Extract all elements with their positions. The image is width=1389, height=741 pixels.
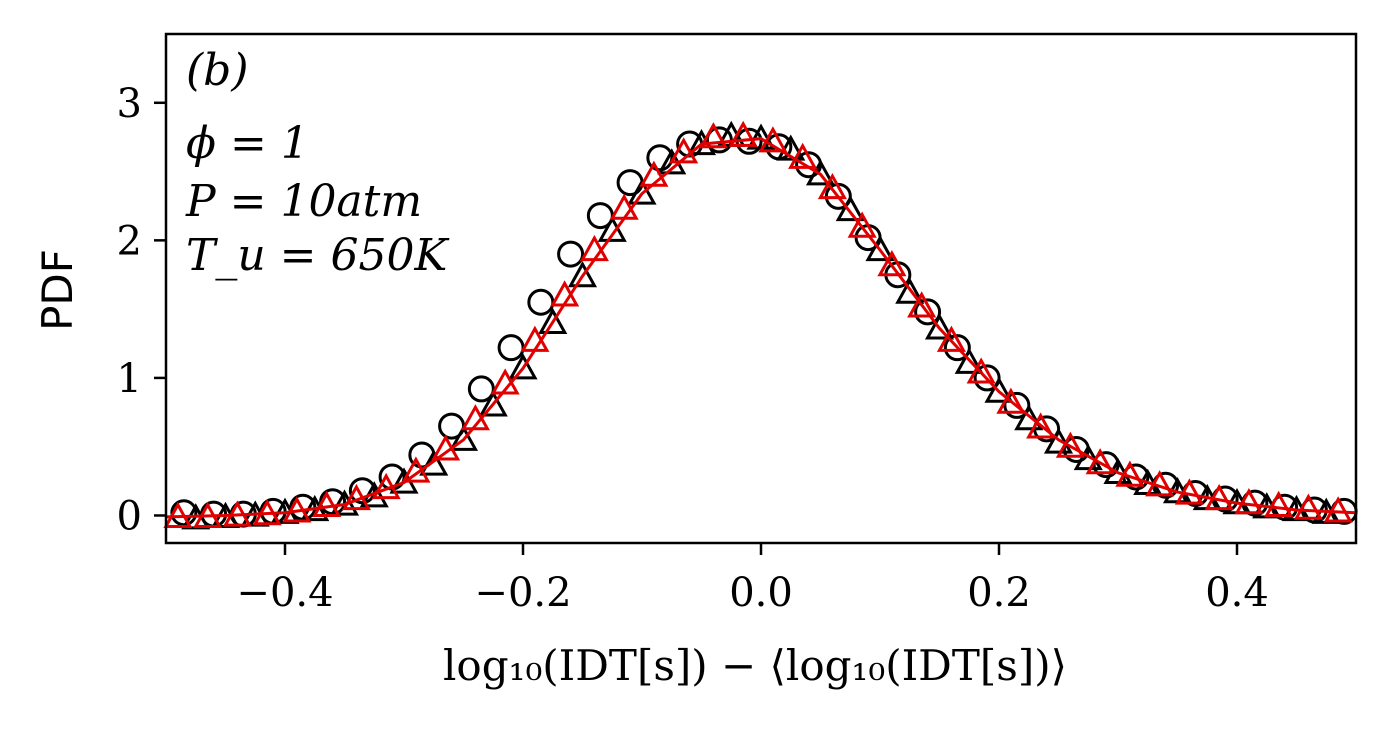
series-1-point bbox=[567, 261, 598, 288]
plot-marks bbox=[163, 120, 1358, 530]
y-axis-label: PDF bbox=[33, 249, 82, 331]
y-tick-label: 3 bbox=[117, 81, 142, 127]
plot-frame bbox=[164, 32, 1358, 545]
series-1-point bbox=[924, 313, 955, 340]
y-axis: 0 1 2 3 bbox=[117, 81, 166, 539]
series-2-point bbox=[1293, 493, 1323, 520]
x-tick-label: 0.4 bbox=[1205, 570, 1269, 616]
series-1-point bbox=[835, 194, 865, 222]
x-axis-label: log₁₀(IDT[s]) − ⟨log₁₀(IDT[s])⟩ bbox=[443, 641, 1067, 690]
series-1-point bbox=[984, 376, 1014, 403]
series-1-point bbox=[1043, 427, 1074, 454]
x-tick-label: 0.2 bbox=[967, 570, 1031, 616]
series-2-point bbox=[877, 250, 907, 277]
series-2-point bbox=[1234, 488, 1264, 515]
series-2-point bbox=[907, 291, 937, 318]
series-1-point bbox=[478, 390, 508, 417]
series-2-point bbox=[669, 137, 699, 164]
series-1-point bbox=[448, 424, 479, 451]
series-1-point bbox=[1014, 404, 1044, 431]
series-1-point bbox=[538, 307, 568, 334]
series-2-point bbox=[788, 142, 818, 169]
x-tick-label: −0.4 bbox=[236, 570, 333, 616]
series-0-point bbox=[943, 334, 971, 362]
series-2-point bbox=[996, 387, 1026, 414]
series-0-point bbox=[527, 288, 555, 316]
series-2-point bbox=[1026, 412, 1056, 439]
x-tick-label: −0.2 bbox=[474, 570, 571, 616]
series-1-point bbox=[627, 178, 657, 205]
series-1-point bbox=[419, 449, 449, 476]
series-0-point bbox=[914, 298, 942, 326]
series-1-point bbox=[865, 234, 895, 262]
series-1-point bbox=[895, 277, 925, 304]
y-tick-label: 2 bbox=[117, 218, 142, 264]
annotation-temperature: T_u = 650K bbox=[186, 230, 450, 281]
series-2-point bbox=[1085, 448, 1115, 475]
series-2-point bbox=[936, 325, 966, 352]
y-tick-label: 1 bbox=[117, 356, 142, 402]
series-1-point bbox=[508, 353, 538, 380]
series-2-point bbox=[1264, 490, 1294, 517]
series-0-point bbox=[557, 240, 585, 268]
annotation-pressure: P = 10atm bbox=[185, 176, 422, 227]
y-tick-label: 0 bbox=[117, 493, 142, 539]
series-1-point bbox=[1073, 443, 1103, 471]
annotation-panel-label: (b) bbox=[186, 45, 249, 96]
x-tick-label: 0.0 bbox=[729, 570, 793, 616]
annotation-phi: ϕ = 1 bbox=[186, 118, 309, 169]
series-2-point bbox=[698, 122, 728, 149]
series-2-point bbox=[847, 211, 877, 238]
series-0-point bbox=[497, 334, 525, 362]
series-0-point bbox=[467, 375, 495, 403]
series-2-point bbox=[758, 126, 788, 153]
series-2-point bbox=[1055, 431, 1085, 458]
series-1-point bbox=[954, 347, 984, 374]
series-0-point bbox=[616, 169, 644, 197]
series-1-point bbox=[805, 159, 836, 186]
series-3-line bbox=[165, 137, 1357, 519]
series-2-point bbox=[966, 357, 996, 384]
series-2-point bbox=[817, 172, 847, 200]
series-1-point bbox=[597, 215, 627, 242]
x-axis: −0.4 −0.2 0.0 0.2 0.4 bbox=[236, 543, 1269, 616]
series-2-point bbox=[728, 120, 758, 147]
